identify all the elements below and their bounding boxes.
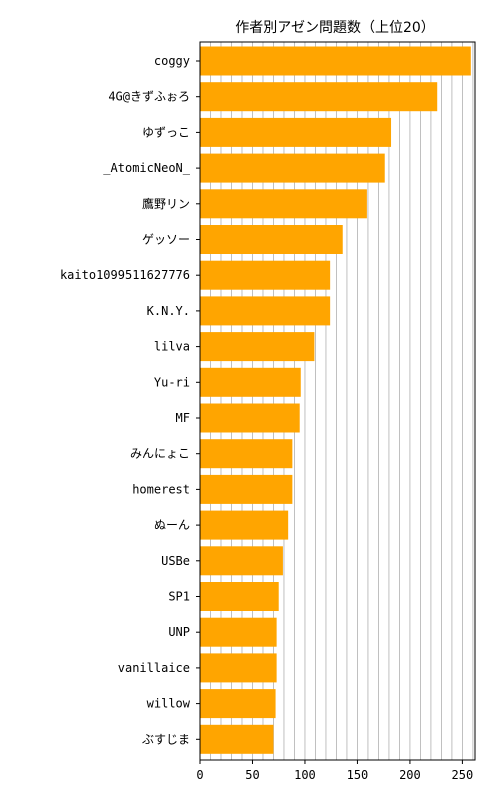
bar: [200, 260, 331, 290]
bar: [200, 546, 283, 576]
bars: [200, 46, 471, 754]
category-label: Yu-ri: [154, 375, 190, 389]
category-label: みんにょこ: [130, 447, 190, 461]
bar: [200, 403, 300, 433]
category-label: MF: [176, 411, 190, 425]
bar: [200, 46, 471, 76]
category-label: ぬーん: [154, 518, 190, 532]
category-label: willow: [147, 697, 191, 711]
x-tick-label: 200: [399, 768, 421, 782]
category-label: 鷹野リン: [142, 196, 190, 211]
category-label: UNP: [168, 625, 190, 639]
bar: [200, 296, 331, 326]
grid-lines: [210, 42, 474, 760]
category-label: ぶすじま: [142, 732, 190, 746]
category-label: lilva: [154, 340, 190, 354]
plot-frame: [199, 41, 476, 761]
bar: [200, 689, 276, 719]
category-label: homerest: [132, 482, 190, 496]
bar: [200, 332, 315, 362]
x-tick-label: 50: [245, 768, 259, 782]
bar: [200, 653, 277, 683]
bar: [200, 439, 293, 469]
bar: [200, 189, 367, 219]
bar: [200, 82, 438, 112]
bar: [200, 617, 277, 647]
category-label: K.N.Y.: [147, 304, 190, 318]
bar: [200, 582, 279, 611]
bar: [200, 724, 274, 754]
category-label: vanillaice: [118, 661, 190, 675]
category-label: 4G@きずふぉろ: [108, 90, 190, 104]
bar: [200, 117, 392, 147]
x-tick-label: 0: [196, 768, 203, 782]
x-tick-label: 250: [452, 768, 474, 782]
x-axis-ticks: 0 50 100 150 200 250: [196, 760, 473, 782]
x-tick-label: 150: [347, 768, 369, 782]
category-label: _AtomicNeoN_: [103, 161, 190, 175]
category-label: coggy: [154, 54, 190, 68]
bar: [200, 510, 289, 540]
bar: [200, 153, 385, 183]
bar: [200, 225, 343, 254]
chart-title: 作者別アゼン問題数（上位20）: [235, 20, 435, 36]
x-tick-label: 100: [294, 768, 316, 782]
bar: [200, 474, 293, 504]
category-label: SP1: [168, 590, 190, 604]
category-label: USBe: [161, 554, 190, 568]
category-label: kaito1099511627776: [60, 268, 190, 282]
category-label: ゲッソー: [142, 233, 190, 247]
bar: [200, 367, 301, 397]
category-label: ゆずっこ: [142, 125, 190, 139]
